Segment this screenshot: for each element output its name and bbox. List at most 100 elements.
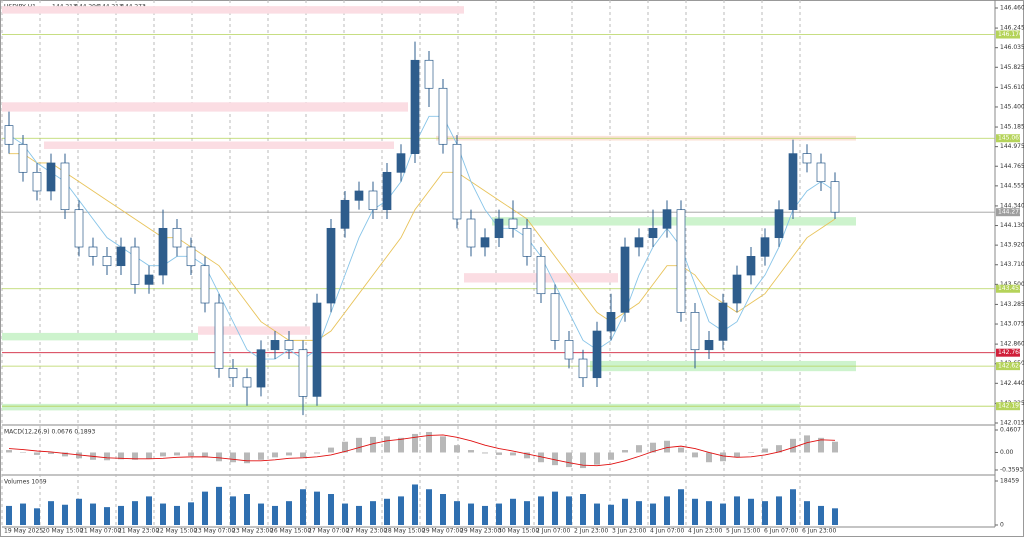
volume-bar	[580, 494, 586, 525]
macd-bar	[216, 452, 222, 462]
volume-bar	[370, 501, 376, 525]
x-tick-label: 4 Jun 23:00	[688, 528, 722, 535]
macd-bar	[566, 452, 572, 468]
volume-bar	[202, 491, 208, 525]
volume-bar	[678, 489, 684, 525]
macd-bar	[692, 452, 698, 458]
volume-bar	[496, 503, 502, 525]
x-tick-label: 21 May 23:00	[118, 528, 159, 535]
candle-body	[368, 190, 378, 211]
volume-bar	[104, 507, 110, 525]
macd-bar	[356, 437, 362, 453]
macd-bar	[482, 452, 488, 454]
level-label: 142.624	[998, 363, 1023, 370]
level-label: 143.453	[998, 285, 1023, 292]
macd-bar	[104, 452, 110, 461]
macd-bar	[790, 438, 796, 453]
candle-body	[18, 143, 28, 173]
level-label: 146.176	[998, 31, 1023, 38]
macd-bar	[650, 442, 656, 453]
volume-bar	[692, 498, 698, 525]
zone	[2, 403, 800, 411]
volume-bar	[636, 501, 642, 525]
macd-bar	[496, 452, 502, 455]
macd-bar	[524, 452, 530, 459]
zone	[44, 141, 394, 149]
macd-bar	[440, 436, 446, 453]
volume-bar	[706, 501, 712, 525]
volume-bar	[244, 494, 250, 525]
volume-bar	[832, 508, 838, 525]
y-tick-label: 146.035	[1000, 44, 1024, 51]
volume-bar	[272, 505, 278, 525]
candle-body	[214, 302, 224, 369]
candle-body	[592, 330, 602, 379]
macd-bar	[160, 452, 166, 457]
volume-bar	[468, 503, 474, 525]
macd-bar	[818, 437, 824, 453]
y-tick-label: 144.765	[1000, 163, 1024, 170]
volume-bar	[300, 489, 306, 525]
x-tick-label: 26 May 15:00	[270, 528, 311, 535]
candle-body	[718, 302, 728, 341]
macd-bar	[678, 447, 684, 453]
volume-bar	[6, 505, 12, 525]
candle-body	[200, 265, 210, 304]
volume-bar	[622, 498, 628, 525]
candle-body	[788, 153, 798, 211]
level-tag	[996, 362, 1020, 371]
volume-bar	[608, 504, 614, 525]
level-tag	[996, 402, 1020, 411]
volume-bar	[552, 491, 558, 525]
candle-body	[424, 59, 434, 89]
volume-bar	[454, 501, 460, 525]
volume-bar	[90, 503, 96, 525]
level-tag	[996, 30, 1020, 39]
volume-bar	[412, 484, 418, 525]
x-tick-label: 2 Jun 23:00	[574, 528, 608, 535]
volume-bar	[328, 494, 334, 525]
y-tick-label: -0.3593	[1000, 467, 1023, 474]
macd-bar	[636, 445, 642, 453]
candle-body	[494, 218, 504, 239]
volume-bar	[650, 503, 656, 525]
volume-bar	[230, 496, 236, 525]
candle-body	[690, 312, 700, 351]
volume-bar	[482, 505, 488, 525]
y-tick-label: 0	[1000, 522, 1004, 529]
zone	[2, 6, 464, 14]
volume-bar	[258, 503, 264, 525]
macd-bar	[468, 450, 474, 453]
candle-body	[564, 340, 574, 360]
x-tick-label: 27 May 23:00	[346, 528, 387, 535]
volume-bar	[510, 498, 516, 525]
macd-label: MACD(12,26,9) 0.0676 0.1893	[4, 429, 96, 436]
x-tick-label: 6 Jun 23:00	[802, 528, 836, 535]
x-tick-label: 28 May 15:00	[384, 528, 425, 535]
zone	[2, 102, 408, 112]
volume-bar	[188, 502, 194, 525]
candle-body	[130, 246, 140, 285]
macd-bar	[384, 436, 390, 453]
macd-bar	[20, 452, 26, 453]
macd-bar	[174, 452, 180, 456]
macd-bar	[594, 452, 600, 465]
volume-bar	[790, 489, 796, 525]
macd-bar	[706, 452, 712, 463]
candle-body	[242, 377, 252, 388]
volume-bar	[384, 498, 390, 525]
level-tag	[996, 348, 1020, 357]
y-tick-label: 144.555	[1000, 182, 1024, 189]
candle-body	[662, 209, 672, 229]
volume-bar	[356, 505, 362, 525]
y-tick-label: 143.500	[1000, 281, 1024, 288]
candle-body	[536, 255, 546, 295]
candle-body	[410, 59, 420, 154]
volume-bar	[426, 489, 432, 525]
candle-body	[32, 171, 42, 192]
candle-body	[634, 237, 644, 248]
level-label: 142.195	[998, 403, 1023, 410]
x-tick-label: 29 May 07:00	[422, 528, 463, 535]
x-tick-label: 22 May 15:00	[156, 528, 197, 535]
macd-signal	[8, 434, 836, 467]
